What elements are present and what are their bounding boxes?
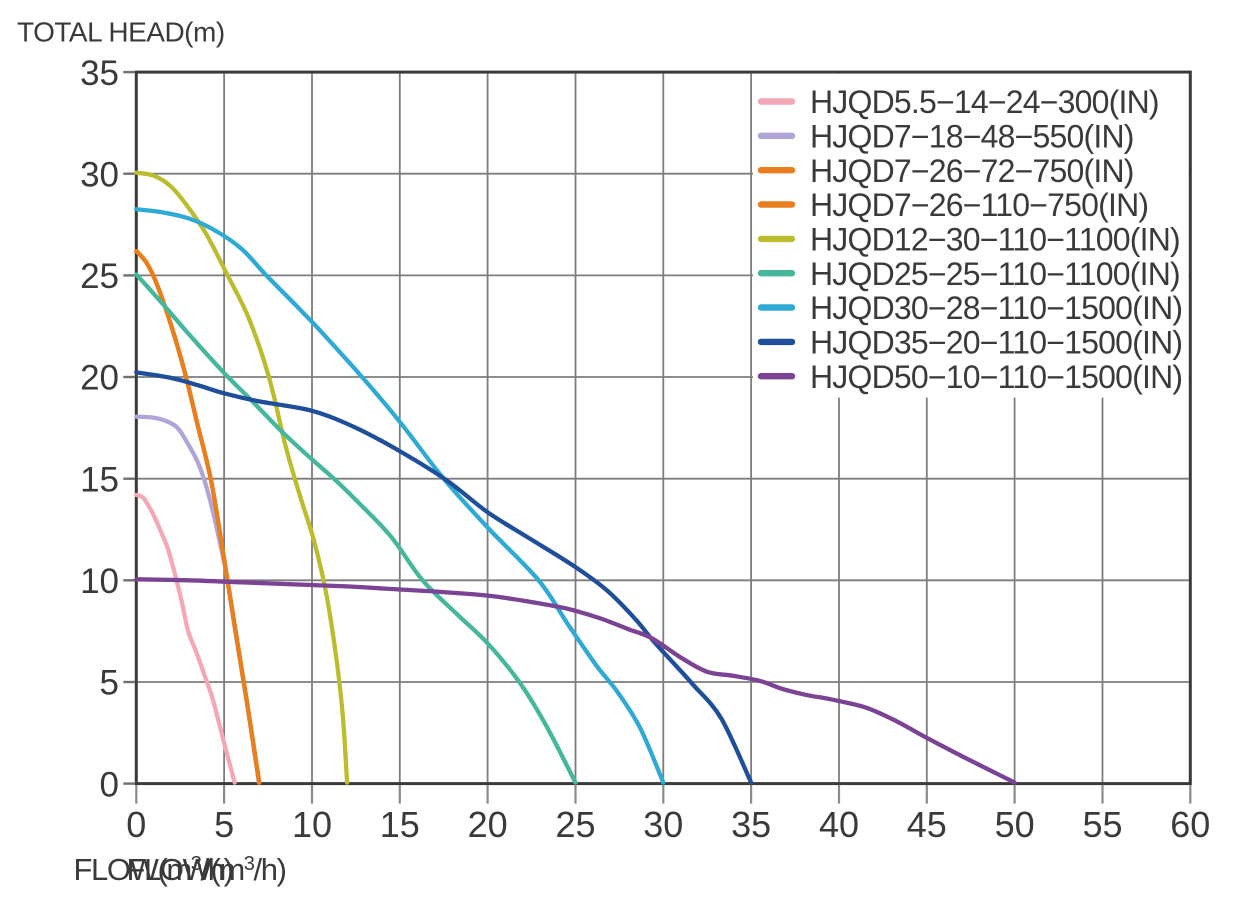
svg-text:HJQD50−10−110−1500(IN): HJQD50−10−110−1500(IN): [810, 359, 1182, 395]
svg-text:HJQD35−20−110−1500(IN): HJQD35−20−110−1500(IN): [810, 325, 1182, 361]
svg-text:10: 10: [292, 804, 332, 845]
svg-text:0: 0: [126, 804, 146, 845]
svg-text:15: 15: [80, 460, 119, 499]
svg-text:30: 30: [643, 804, 683, 845]
svg-text:60: 60: [1170, 804, 1210, 845]
svg-text:25: 25: [555, 804, 595, 845]
svg-text:30: 30: [80, 155, 119, 194]
svg-text:25: 25: [80, 257, 119, 296]
svg-text:20: 20: [80, 359, 119, 398]
svg-text:15: 15: [380, 804, 420, 845]
svg-text:35: 35: [731, 804, 771, 845]
svg-text:50: 50: [995, 804, 1035, 845]
svg-text:0: 0: [100, 765, 119, 804]
svg-text:5: 5: [100, 664, 119, 703]
svg-text:HJQD7−26−72−750(IN): HJQD7−26−72−750(IN): [810, 153, 1134, 189]
svg-text:HJQD12−30−110−1100(IN): HJQD12−30−110−1100(IN): [810, 222, 1180, 258]
svg-text:55: 55: [1082, 804, 1122, 845]
svg-text:5: 5: [214, 804, 234, 845]
svg-text:FLOW(m3/h): FLOW(m3/h): [127, 852, 286, 887]
svg-text:45: 45: [907, 804, 947, 845]
svg-text:40: 40: [819, 804, 859, 845]
svg-text:HJQD25−25−110−1100(IN): HJQD25−25−110−1100(IN): [810, 256, 1180, 292]
svg-text:HJQD7−18−48−550(IN): HJQD7−18−48−550(IN): [810, 119, 1134, 155]
svg-text:TOTAL HEAD(m): TOTAL HEAD(m): [17, 17, 225, 48]
svg-text:HJQD5.5−14−24−300(IN): HJQD5.5−14−24−300(IN): [810, 84, 1159, 120]
svg-text:HJQD30−28−110−1500(IN): HJQD30−28−110−1500(IN): [810, 290, 1182, 326]
svg-text:FLOW(m3/h): FLOW(m3/h): [74, 852, 233, 887]
svg-text:20: 20: [468, 804, 508, 845]
svg-text:HJQD7−26−110−750(IN): HJQD7−26−110−750(IN): [810, 187, 1148, 223]
svg-text:10: 10: [80, 562, 119, 601]
svg-text:35: 35: [80, 54, 119, 93]
